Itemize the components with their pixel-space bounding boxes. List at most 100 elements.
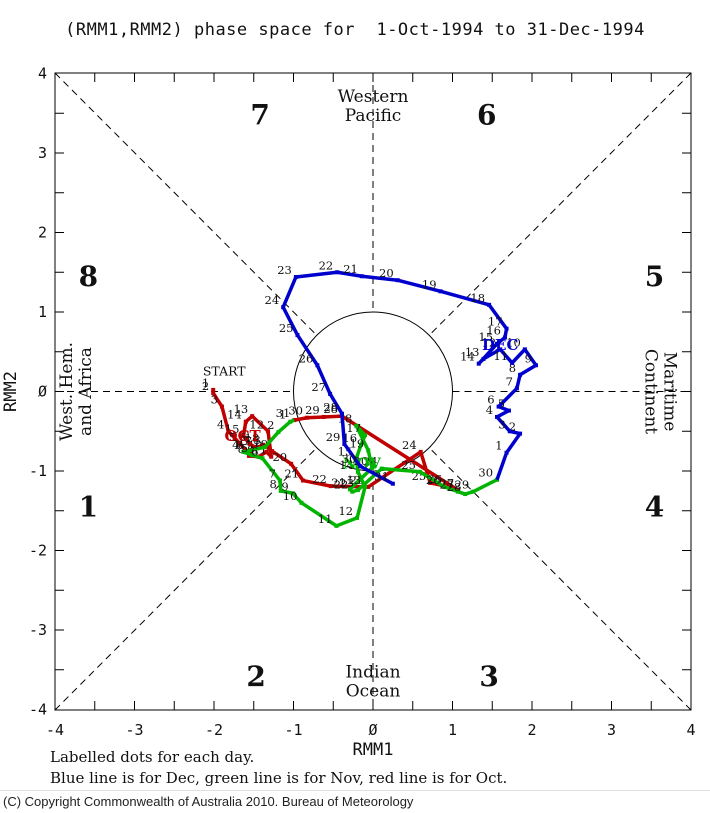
day-dot	[379, 466, 384, 471]
day-dot	[281, 305, 286, 310]
day-dot	[502, 335, 507, 340]
day-dot	[277, 478, 282, 483]
day-dot	[250, 414, 255, 419]
day-label: 5	[498, 397, 505, 411]
day-label: 17	[237, 434, 252, 448]
day-label: 13	[465, 345, 480, 359]
day-label: 4	[232, 438, 239, 452]
day-dot	[518, 431, 523, 436]
phase-number-6: 6	[477, 99, 496, 132]
day-label: 16	[486, 323, 501, 337]
day-label: 31	[374, 470, 389, 484]
day-dot	[495, 414, 500, 419]
day-dot	[290, 491, 295, 496]
caption-dots: Labelled dots for each day.	[50, 748, 255, 766]
day-dot	[522, 347, 527, 352]
day-dot	[504, 326, 509, 331]
day-label: 30	[288, 404, 303, 418]
day-dot	[350, 489, 355, 494]
day-label: 9	[281, 479, 288, 493]
day-label: 16	[342, 431, 357, 445]
day-dot	[442, 484, 447, 489]
day-label: 12	[338, 504, 353, 518]
day-dot	[359, 274, 364, 279]
x-tick-label: -3	[125, 721, 143, 739]
day-dot	[355, 469, 360, 474]
y-tick-label: -4	[29, 701, 47, 719]
day-label: 30	[342, 452, 357, 466]
day-dot	[354, 423, 359, 428]
day-dot	[498, 347, 503, 352]
day-label: 26	[299, 351, 314, 365]
phase-division-lines	[54, 72, 692, 711]
day-dot	[363, 433, 368, 438]
day-dot	[226, 429, 231, 434]
day-dot	[418, 449, 423, 454]
day-label: 16	[231, 430, 246, 444]
day-dot	[334, 523, 339, 528]
day-label: 18	[245, 431, 260, 445]
day-dot	[270, 449, 275, 454]
day-label: 9	[525, 351, 532, 365]
day-label: 14	[227, 408, 242, 422]
day-dot	[366, 448, 371, 453]
day-dot	[211, 391, 216, 396]
day-dot	[417, 469, 422, 474]
day-dot	[496, 404, 501, 409]
day-label: 22	[319, 258, 334, 272]
y-tick-label: 1	[38, 303, 47, 321]
day-label: 29	[326, 430, 341, 444]
day-label: 3	[498, 417, 505, 431]
day-dot	[246, 453, 251, 458]
day-label: 8	[238, 442, 245, 456]
x-tick-label: 1	[448, 721, 457, 739]
day-dot	[370, 465, 375, 470]
day-label: 24	[265, 293, 280, 307]
day-label: 18	[338, 412, 353, 426]
phase-number-5: 5	[645, 260, 664, 293]
day-label: 7	[269, 467, 276, 481]
x-tick-labels: -4 -3 -2 -1 Ø 1 2 3 4	[46, 721, 696, 739]
day-dot	[456, 489, 461, 494]
day-dot	[428, 480, 433, 485]
day-dot	[264, 449, 269, 454]
day-label: 10	[506, 335, 521, 349]
day-dot	[241, 434, 246, 439]
day-dot	[335, 270, 340, 275]
day-label: 17	[488, 315, 503, 329]
day-label: 25	[279, 321, 294, 335]
footer-divider	[0, 790, 710, 791]
x-tick-label: -1	[284, 721, 302, 739]
region-label-west-hem-africa: West. Hem.and Africa	[57, 342, 96, 441]
day-dot	[476, 361, 481, 366]
y-tick-label: Ø	[38, 383, 47, 401]
day-label: 7	[243, 433, 250, 447]
day-label: 28	[323, 402, 338, 416]
x-tick-label: -2	[205, 721, 223, 739]
caption-legend: Blue line is for Dec, green line is for …	[50, 769, 508, 787]
day-dot	[219, 404, 224, 409]
day-label: 14	[339, 458, 354, 472]
y-tick-label: 2	[38, 224, 47, 242]
day-dot	[363, 484, 368, 489]
day-label: 20	[272, 450, 287, 464]
day-dot	[355, 515, 360, 520]
day-dot	[301, 478, 306, 483]
day-dot	[266, 429, 271, 434]
y-tick-label: 4	[38, 65, 47, 83]
y-tick-labels: 4 3 2 1 Ø -1 -2 -3 -4	[29, 65, 47, 719]
day-label: 22	[312, 472, 327, 486]
day-label: 30	[478, 466, 493, 480]
x-tick-label: 3	[607, 721, 616, 739]
day-dot	[321, 414, 326, 419]
x-tick-label: -4	[46, 721, 64, 739]
day-dot	[495, 341, 500, 346]
day-dot	[328, 391, 333, 396]
day-label: 23	[339, 476, 354, 490]
day-label: 8	[269, 477, 276, 491]
y-tick-label: -1	[29, 462, 47, 480]
day-label: 1	[202, 376, 209, 390]
